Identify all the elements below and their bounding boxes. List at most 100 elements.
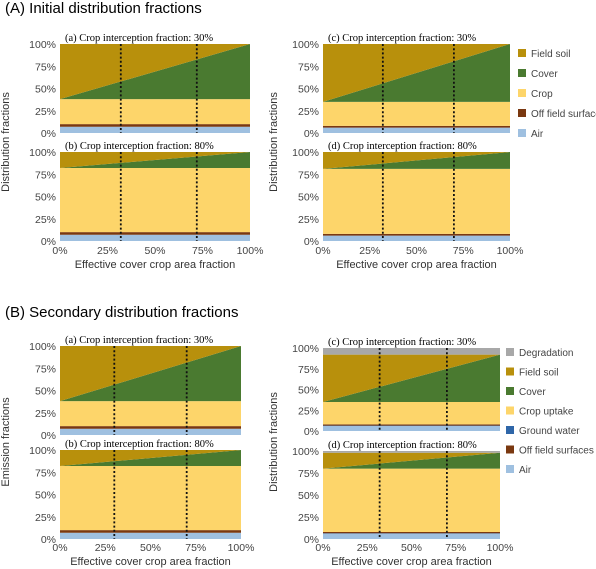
y-tick-label: 0%	[41, 236, 56, 248]
area-cover	[60, 450, 241, 467]
legend-swatch-degradation	[506, 348, 514, 356]
y-tick-label: 25%	[35, 106, 56, 118]
x-axis-label: Effective cover crop area fraction	[331, 556, 492, 568]
area-off-field-surfaces	[323, 125, 510, 128]
area-field-soil	[323, 452, 500, 469]
y-tick-label: 50%	[298, 192, 319, 204]
area-cover	[323, 452, 500, 469]
area-crop	[60, 99, 250, 125]
x-tick-label: 25%	[357, 542, 378, 554]
legend-swatch-cover	[506, 387, 514, 395]
area-off-field-surfaces	[60, 232, 250, 235]
y-tick-label: 25%	[298, 405, 319, 417]
x-tick-label: 100%	[228, 542, 255, 554]
subplot-b-left-1: (b) Crop interception fraction: 80% 0% 25%…	[29, 439, 241, 546]
area-cover	[60, 44, 250, 100]
legend-swatch-off-field-surfaces	[518, 109, 526, 117]
area-cover	[323, 44, 510, 102]
x-tick-label: 25%	[97, 245, 118, 257]
chart-b-right: (c) Crop interception fraction: 30% 0% 25%…	[268, 337, 594, 568]
legend-label-air: Air	[519, 465, 532, 476]
subplot-title: (d) Crop interception fraction: 80%	[328, 141, 477, 152]
y-tick-label: 75%	[35, 363, 56, 375]
y-tick-label: 100%	[29, 341, 56, 353]
legend-swatch-field-soil	[518, 49, 526, 57]
area-air	[323, 533, 500, 539]
legend-swatch-ground-water	[506, 426, 514, 434]
legend: Field soil Cover Crop Off field surfaces Air	[518, 49, 596, 140]
y-tick-label: 25%	[35, 512, 56, 524]
area-crop-uptake	[323, 468, 500, 532]
y-tick-label: 50%	[35, 84, 56, 96]
y-tick-label: 100%	[292, 446, 319, 458]
area-air	[60, 126, 250, 133]
area-degradation	[323, 451, 500, 453]
y-tick-label: 25%	[298, 106, 319, 118]
y-tick-label: 75%	[35, 169, 56, 181]
area-off-field-surfaces	[323, 531, 500, 534]
x-tick-label: 75%	[453, 245, 474, 257]
area-crop-uptake	[323, 401, 500, 425]
y-tick-label: 75%	[298, 169, 319, 181]
chart-a-left: (a) Crop interception fraction: 30% 0% 25%…	[0, 33, 263, 271]
y-tick-label: 50%	[298, 385, 319, 397]
legend-label-crop-uptake: Crop uptake	[519, 407, 574, 418]
y-tick-label: 50%	[35, 490, 56, 502]
legend-label-air: Air	[531, 129, 544, 140]
y-tick-label: 0%	[41, 430, 56, 442]
area-air	[323, 127, 510, 133]
x-tick-label: 0%	[52, 245, 67, 257]
legend-swatch-crop-uptake	[506, 406, 514, 415]
x-tick-label: 25%	[95, 542, 116, 554]
area-field-soil	[60, 44, 250, 100]
chart-b-left: (a) Crop interception fraction: 30% 0% 25%…	[0, 335, 254, 568]
area-off-field-surfaces	[323, 233, 510, 236]
y-tick-label: 50%	[298, 490, 319, 502]
subplot-title: (c) Crop interception fraction: 30%	[328, 33, 476, 44]
legend-swatch-air	[518, 129, 526, 137]
y-tick-label: 0%	[304, 128, 319, 140]
area-cover	[60, 152, 250, 169]
y-tick-label: 25%	[35, 408, 56, 420]
y-axis-label: Distribution fractions	[268, 392, 280, 492]
y-tick-label: 100%	[292, 343, 319, 355]
subplot-b-right-1: (d) Crop interception fraction: 80% 0% 25%…	[292, 440, 500, 546]
area-field-soil	[323, 152, 510, 169]
y-tick-label: 75%	[35, 467, 56, 479]
legend-swatch-crop	[518, 89, 526, 97]
area-off-field-surfaces	[60, 426, 241, 429]
y-tick-label: 75%	[35, 61, 56, 73]
y-tick-label: 50%	[35, 192, 56, 204]
legend-label-degradation: Degradation	[519, 348, 573, 359]
y-tick-label: 75%	[298, 61, 319, 73]
area-field-soil	[60, 346, 241, 402]
y-tick-label: 100%	[29, 147, 56, 159]
legend-label-off-field-surfaces: Off field surfaces	[519, 446, 594, 457]
x-tick-label: 100%	[487, 542, 514, 554]
y-tick-label: 75%	[298, 364, 319, 376]
area-crop	[323, 101, 510, 126]
x-axis-label: Effective cover crop area fraction	[75, 259, 236, 271]
x-tick-label: 0%	[315, 542, 330, 554]
legend-swatch-cover	[518, 69, 526, 77]
section-title-b: (B) Secondary distribution fractions	[5, 304, 238, 321]
x-tick-label: 25%	[359, 245, 380, 257]
subplot-title: (c) Crop interception fraction: 30%	[328, 337, 476, 348]
legend-label-field-soil: Field soil	[519, 368, 558, 379]
y-tick-label: 0%	[41, 128, 56, 140]
subplot-a-right-0: (c) Crop interception fraction: 30% 0% 25%…	[292, 33, 510, 140]
y-tick-label: 25%	[298, 214, 319, 226]
area-field-soil	[60, 152, 250, 169]
y-tick-label: 75%	[298, 468, 319, 480]
area-off-field-surfaces	[323, 424, 500, 426]
y-tick-label: 25%	[298, 512, 319, 524]
x-axis-label: Effective cover crop area fraction	[336, 259, 497, 271]
subplot-title: (b) Crop interception fraction: 80%	[65, 141, 214, 152]
section-title-a: (A) Initial distribution fractions	[5, 0, 202, 17]
subplot-a-left-1: (b) Crop interception fraction: 80% 0% 25%…	[29, 141, 250, 248]
y-axis-label: Distribution fractions	[268, 92, 280, 192]
y-tick-label: 100%	[292, 39, 319, 51]
legend-label-cover: Cover	[519, 387, 546, 398]
x-tick-label: 75%	[445, 542, 466, 554]
